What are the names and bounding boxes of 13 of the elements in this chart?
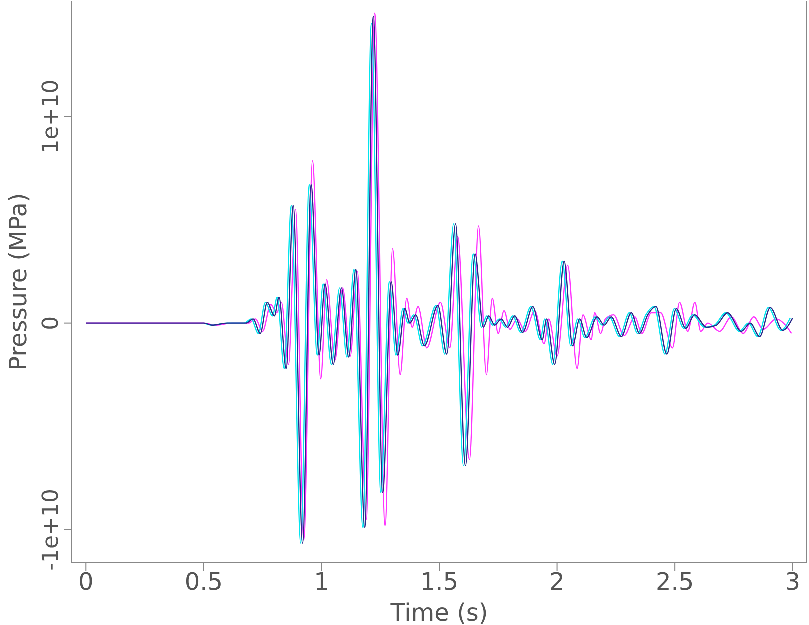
- y-tick-label: 1e+10: [39, 80, 64, 154]
- x-tick-label: 2: [550, 568, 565, 596]
- x-tick-label: 2.5: [656, 568, 694, 596]
- x-tick-label: 0.5: [184, 568, 224, 596]
- y-axis-title: Pressure (MPa): [4, 193, 33, 371]
- x-axis-title: Time (s): [390, 599, 488, 625]
- y-tick-label: -1e+10: [39, 488, 64, 571]
- x-tick-label: 3: [785, 568, 801, 596]
- x-tick-label: 1.5: [420, 568, 459, 596]
- x-tick-label: 0: [78, 568, 94, 596]
- line-series: [203, 23, 792, 544]
- y-tick-label: 0: [39, 316, 64, 330]
- x-tick-label: 1: [314, 568, 330, 596]
